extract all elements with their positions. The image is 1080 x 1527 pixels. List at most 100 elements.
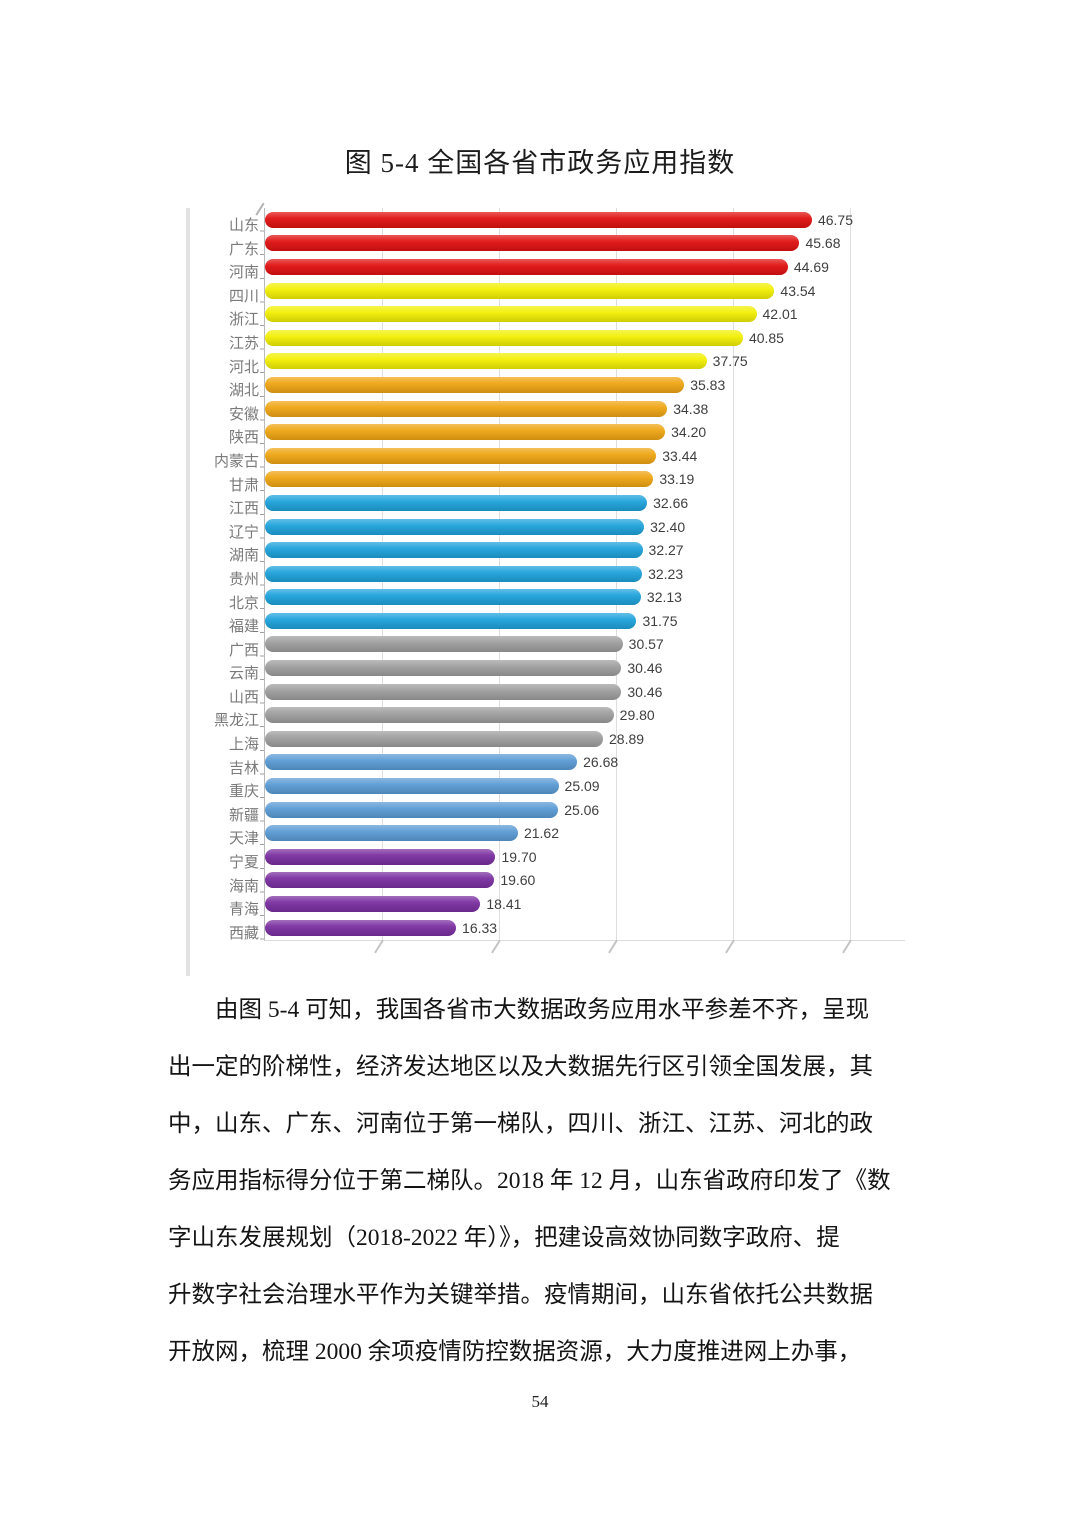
body-paragraph: 由图 5-4 可知，我国各省市大数据政务应用水平参差不齐，呈现出一定的阶梯性，经… <box>168 982 924 1381</box>
body-line: 开放网，梳理 2000 余项疫情防控数据资源，大力度推进网上办事， <box>168 1339 862 1365</box>
category-label: 四川 <box>228 287 259 305</box>
value-label: 40.85 <box>748 329 784 346</box>
category-label: 海南 <box>228 877 259 895</box>
x-axis-tick <box>374 939 384 953</box>
category-label: 江苏 <box>228 334 259 352</box>
category-label: 浙江 <box>228 311 259 329</box>
bar-row: 44.69 <box>265 255 905 279</box>
bar-row: 16.33 <box>265 916 905 940</box>
bar-西藏 <box>265 919 457 936</box>
value-label: 25.06 <box>564 801 600 818</box>
bar-甘肃 <box>265 471 654 488</box>
category-label: 山东 <box>228 217 259 234</box>
bar-row: 37.75 <box>265 350 905 374</box>
bar-广东 <box>265 235 800 252</box>
category-label: 青海 <box>228 901 259 919</box>
bar-row: 18.41 <box>265 892 905 916</box>
plot-area: 46.75 45.68 44.69 43.54 42.01 40.85 37.75 35.83… <box>255 202 905 953</box>
category-label: 安徽 <box>228 405 259 423</box>
value-label: 32.27 <box>648 542 684 559</box>
bar-row: 21.62 <box>265 821 905 845</box>
figure-title: 图 5-4 全国各省市政务应用指数 <box>344 148 736 178</box>
bar-黑龙江 <box>265 707 614 724</box>
category-label: 广东 <box>228 240 259 258</box>
bar-上海 <box>265 730 603 747</box>
bar-row: 35.83 <box>265 373 905 397</box>
bar-row: 32.40 <box>265 515 905 539</box>
category-label: 北京 <box>228 594 259 612</box>
bar-row: 32.27 <box>265 538 905 562</box>
bar-山东 <box>265 211 812 228</box>
bar-row: 30.46 <box>265 656 905 680</box>
bar-重庆 <box>265 778 559 795</box>
bar-四川 <box>265 282 775 299</box>
bar-海南 <box>265 872 495 889</box>
body-line: 字山东发展规划（2018-2022 年）》，把建设高效协同数字政府、提 <box>168 1225 840 1251</box>
category-label: 福建 <box>228 618 259 636</box>
value-label: 33.44 <box>662 447 698 464</box>
value-label: 37.75 <box>712 353 748 370</box>
value-label: 19.60 <box>500 872 536 889</box>
value-label: 34.20 <box>671 424 707 441</box>
category-label: 重庆 <box>228 783 259 801</box>
value-label: 43.54 <box>780 282 816 299</box>
bar-row: 45.68 <box>265 232 905 256</box>
value-label: 45.68 <box>805 235 841 252</box>
bar-row: 42.01 <box>265 302 905 326</box>
value-label: 35.83 <box>690 376 726 393</box>
category-label: 广西 <box>228 641 259 659</box>
bar-rows: 46.75 45.68 44.69 43.54 42.01 40.85 37.75 35.83… <box>265 208 905 939</box>
x-axis-tick <box>491 939 501 953</box>
bar-河南 <box>265 258 788 275</box>
bar-row: 34.38 <box>265 397 905 421</box>
bar-row: 32.66 <box>265 491 905 515</box>
value-label: 34.38 <box>673 400 709 417</box>
value-label: 25.09 <box>564 778 600 795</box>
bar-陕西 <box>265 424 666 441</box>
category-label: 陕西 <box>228 429 259 447</box>
value-label: 18.41 <box>486 896 522 913</box>
body-line: 由图 5-4 可知，我国各省市大数据政务应用水平参差不齐，呈现 <box>215 997 870 1023</box>
category-label: 宁夏 <box>228 854 259 872</box>
category-label: 黑龙江 <box>213 712 259 730</box>
bar-江西 <box>265 494 648 511</box>
bar-row: 43.54 <box>265 279 905 303</box>
bar-北京 <box>265 589 641 606</box>
value-label: 44.69 <box>793 258 829 275</box>
bar-湖北 <box>265 376 685 393</box>
bar-广西 <box>265 636 623 653</box>
category-label: 辽宁 <box>228 523 259 541</box>
bar-row: 25.09 <box>265 774 905 798</box>
body-line: 务应用指标得分位于第二梯队。2018 年 12 月，山东省政府印发了《数 <box>168 1168 891 1194</box>
bar-云南 <box>265 660 622 677</box>
bar-row: 30.57 <box>265 633 905 657</box>
x-axis-tick <box>608 939 618 953</box>
value-label: 19.70 <box>501 848 537 865</box>
bar-江苏 <box>265 329 743 346</box>
category-label: 河南 <box>228 264 259 282</box>
value-label: 32.40 <box>650 518 686 535</box>
value-label: 28.89 <box>609 730 645 747</box>
bar-山西 <box>265 683 622 700</box>
bar-chart: 山东 广东 河南 四川 浙江 江苏 河北 湖北 安徽 陕西 内蒙古 甘肃 江西 辽宁 湖南 贵州 北京 福建 广西云… <box>186 202 910 976</box>
category-axis: 山东 广东 河南 四川 浙江 江苏 河北 湖北 安徽 陕西 内蒙古 甘肃 江西 辽宁 湖南 贵州 北京 福建 广西云… <box>190 208 264 976</box>
bar-row: 19.60 <box>265 869 905 893</box>
bar-湖南 <box>265 542 643 559</box>
bar-辽宁 <box>265 518 645 535</box>
value-label: 16.33 <box>462 919 498 936</box>
category-label: 河北 <box>228 358 259 376</box>
value-label: 29.80 <box>619 707 655 724</box>
bar-row: 31.75 <box>265 609 905 633</box>
value-label: 30.46 <box>627 660 663 677</box>
value-label: 21.62 <box>523 825 559 842</box>
category-label: 新疆 <box>228 806 259 824</box>
page-number: 54 <box>531 1392 549 1411</box>
body-line: 出一定的阶梯性，经济发达地区以及大数据先行区引领全国发展，其 <box>168 1054 873 1080</box>
value-label: 32.13 <box>646 589 682 606</box>
value-label: 46.75 <box>817 211 854 228</box>
value-label: 33.19 <box>659 471 695 488</box>
bar-row: 33.19 <box>265 468 905 492</box>
bar-row: 29.80 <box>265 703 905 727</box>
value-label: 32.66 <box>653 494 689 511</box>
